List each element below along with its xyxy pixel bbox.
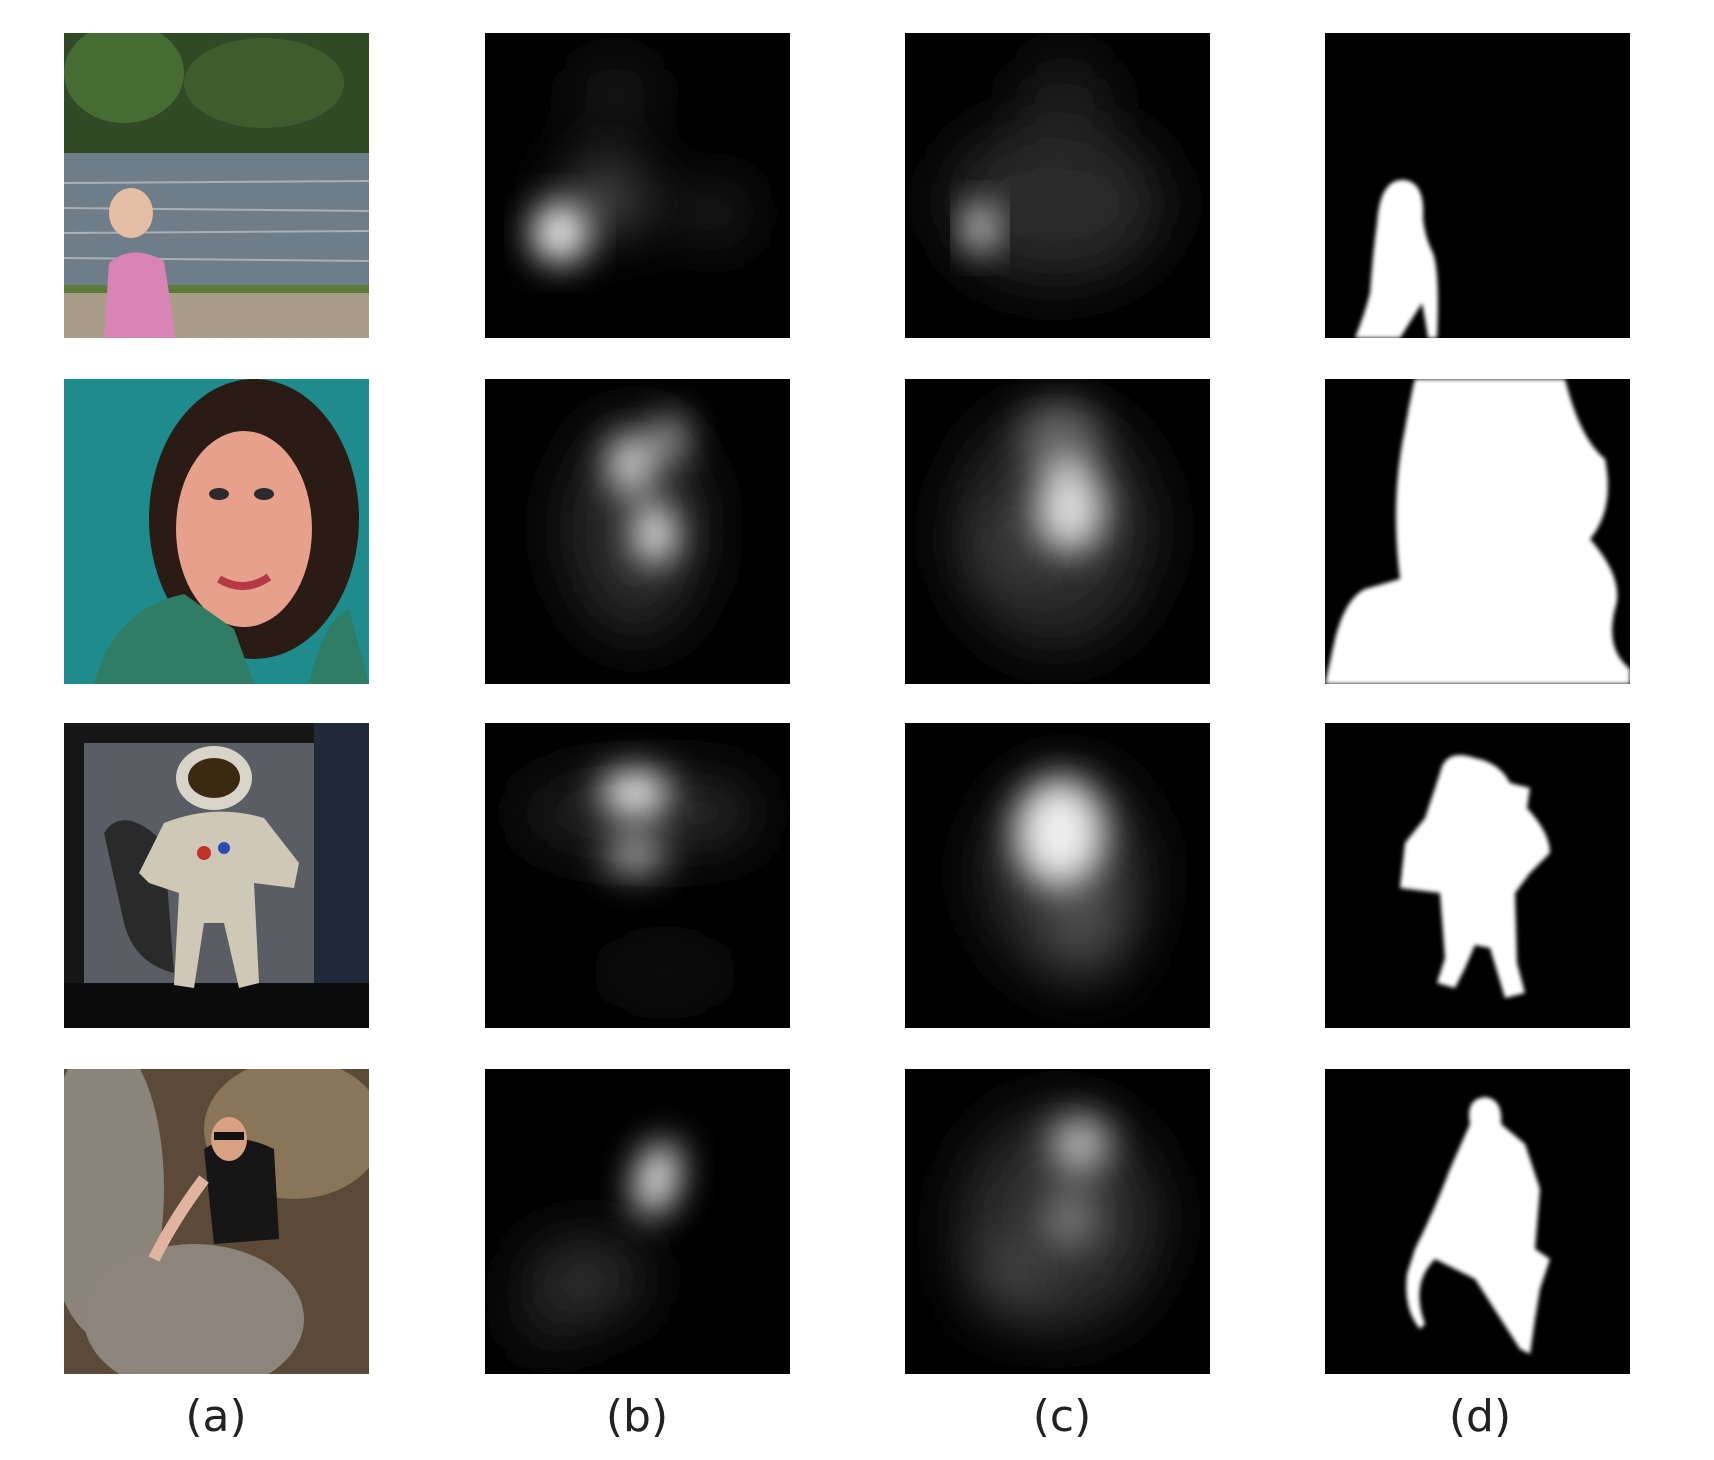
column-label: (c) [1033, 1391, 1092, 1442]
photo-girl-lake [64, 33, 369, 338]
saliency-map-c [905, 723, 1210, 1028]
column-label: (d) [1449, 1391, 1511, 1442]
saliency-map-b [485, 33, 790, 338]
photo-woman-face [64, 379, 369, 684]
mask-d [1325, 723, 1630, 1028]
photo-astronaut [64, 723, 369, 1028]
mask-d [1325, 33, 1630, 338]
mask-d [1325, 379, 1630, 684]
saliency-map-c [905, 1069, 1210, 1374]
saliency-map-c [905, 33, 1210, 338]
column-label: (b) [606, 1391, 668, 1442]
saliency-map-b [485, 379, 790, 684]
column-label: (a) [185, 1391, 246, 1442]
saliency-map-b [485, 1069, 790, 1374]
mask-d [1325, 1069, 1630, 1374]
saliency-map-c [905, 379, 1210, 684]
photo-man-rocks [64, 1069, 369, 1374]
saliency-map-b [485, 723, 790, 1028]
